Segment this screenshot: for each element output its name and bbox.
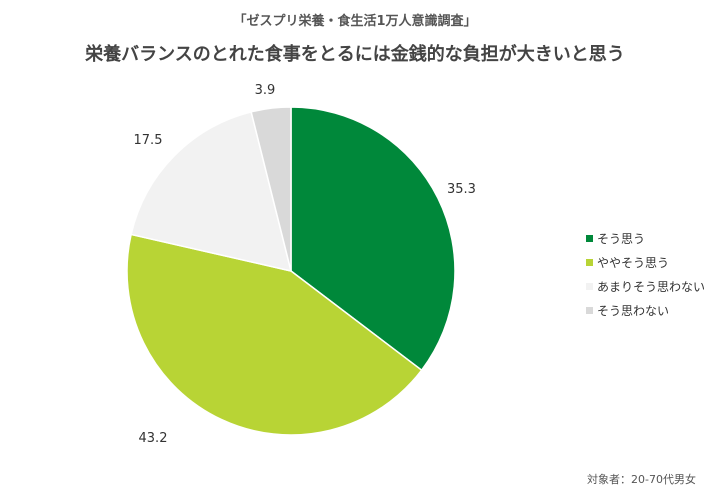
data-label-2: 43.2	[139, 431, 168, 446]
legend-swatch	[586, 258, 593, 266]
footnote: 対象者：20-70代男女	[587, 473, 696, 486]
legend-item-4: そう思わない	[586, 298, 705, 322]
legend-item-2: ややそう思う	[586, 250, 705, 274]
data-label-4: 3.9	[255, 83, 276, 98]
legend-item-1: そう思う	[586, 226, 705, 250]
legend-label: そう思わない	[597, 303, 670, 318]
legend-swatch	[586, 234, 593, 242]
pie-slice-2	[126, 233, 423, 436]
legend-label: あまりそう思わない	[597, 279, 706, 294]
pie-slice-3	[130, 110, 293, 273]
legend-swatch	[586, 306, 593, 314]
legend-swatch	[586, 282, 593, 290]
legend-label: そう思う	[597, 231, 646, 246]
chart-title: 栄養バランスのとれた食事をとるには金銭的な負担が大きいと思う	[85, 44, 625, 65]
legend: そう思うややそう思うあまりそう思わない そう思わない	[586, 226, 705, 322]
data-label-3: 17.5	[134, 133, 163, 148]
legend-label: ややそう思う	[597, 255, 670, 270]
legend-item-3: あまりそう思わない	[586, 274, 705, 298]
pie-slice-1	[290, 106, 456, 372]
data-label-1: 35.3	[447, 182, 476, 197]
pie-slice-4	[250, 106, 292, 272]
chart-subtitle: 「ゼスプリ栄養・食生活1万人意識調査」	[233, 14, 477, 29]
